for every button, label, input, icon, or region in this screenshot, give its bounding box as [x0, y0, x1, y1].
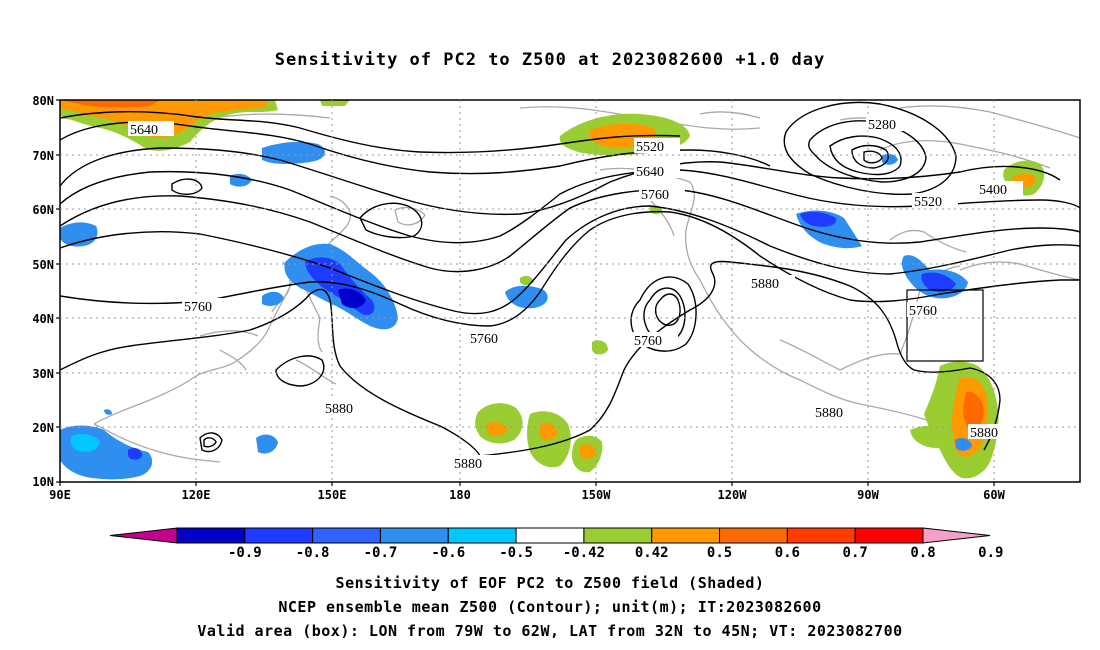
colorbar-low-triangle: [109, 527, 178, 544]
lat-label: 80N: [32, 94, 54, 108]
map-title: Sensitivity of PC2 to Z500 at 2023082600…: [274, 50, 826, 70]
lon-label: 90E: [49, 488, 71, 502]
colorbar-segment: [651, 527, 721, 544]
colorbar-tick-label: 0.42: [635, 545, 669, 561]
colorbar-segment: [786, 527, 856, 544]
z500-contours: [59, 101, 1081, 457]
lat-label: 60N: [32, 203, 54, 217]
colorbar-tick-label: -0.9: [228, 545, 262, 561]
contour-label: 5640: [636, 165, 664, 180]
lat-label: 70N: [32, 149, 54, 163]
contour-label: 5880: [815, 406, 843, 421]
colorbar-high-triangle: [922, 527, 991, 544]
colorbar-tick-label: -0.8: [296, 545, 330, 561]
contour-label: 5640: [130, 123, 158, 138]
contour-label: 5760: [470, 332, 498, 347]
lat-label: 30N: [32, 367, 54, 381]
map-frame: [59, 99, 1081, 483]
lat-label: 50N: [32, 258, 54, 272]
colorbar-segment: [719, 527, 788, 544]
lon-label: 150W: [582, 488, 612, 502]
lon-label: 60W: [983, 488, 1005, 502]
colorbar-tick-label: 0.9: [978, 545, 1003, 561]
lon-label: 120W: [718, 488, 748, 502]
colorbar-tick-label: -0.6: [431, 545, 465, 561]
colorbar-tick-label: -0.7: [364, 545, 398, 561]
colorbar-tick-label: 0.8: [910, 545, 935, 561]
colorbar-segment: [176, 527, 246, 544]
lon-label: 180: [449, 488, 471, 502]
lon-label: 90W: [857, 488, 879, 502]
caption-line-1: Sensitivity of EOF PC2 to Z500 field (Sh…: [335, 574, 765, 592]
caption-line-2: NCEP ensemble mean Z500 (Contour); unit(…: [278, 598, 822, 616]
contour-label: 5400: [979, 183, 1007, 198]
contour-label: 5760: [184, 300, 212, 315]
colorbar-tick-label: 0.7: [843, 545, 868, 561]
contour-labels: 5640 5520 5640 5760 5280 5400 5520 5760 …: [128, 116, 1023, 472]
valid-area-box: [906, 289, 984, 362]
colorbar-segment: [515, 527, 585, 544]
colorbar-segment: [244, 527, 314, 544]
contour-label: 5880: [970, 426, 998, 441]
contour-label: 5880: [454, 457, 482, 472]
contour-label: 5760: [634, 334, 662, 349]
contour-label: 5760: [641, 188, 669, 203]
colorbar-segment: [854, 527, 924, 544]
contour-label: 5760: [909, 304, 937, 319]
colorbar: -0.9 -0.8 -0.7 -0.6 -0.5 -0.42 0.42 0.5 0.6 0.7 0.…: [109, 527, 1003, 561]
lat-label: 20N: [32, 421, 54, 435]
lat-label: 10N: [32, 475, 54, 489]
colorbar-tick-label: -0.42: [563, 545, 605, 561]
colorbar-segment: [312, 527, 381, 544]
contour-label: 5880: [325, 402, 353, 417]
lon-label: 150E: [318, 488, 347, 502]
colorbar-segment: [379, 527, 449, 544]
colorbar-segment: [447, 527, 517, 544]
longitude-labels: 90E 120E 150E 180 150W 120W 90W 60W: [49, 488, 1005, 502]
caption-line-3: Valid area (box): LON from 79W to 62W, L…: [197, 622, 903, 640]
latitude-labels: 80N 70N 60N 50N 40N 30N 20N 10N: [32, 94, 54, 489]
lat-label: 40N: [32, 312, 54, 326]
lon-label: 120E: [182, 488, 211, 502]
contour-label: 5880: [751, 277, 779, 292]
contour-label: 5520: [636, 140, 664, 155]
colorbar-tick-label: -0.5: [499, 545, 533, 561]
sensitivity-shading: [60, 100, 1045, 480]
colorbar-tick-label: 0.5: [707, 545, 732, 561]
contour-label: 5280: [868, 118, 896, 133]
colorbar-segment: [583, 527, 653, 544]
contour-label: 5520: [914, 195, 942, 210]
colorbar-tick-label: 0.6: [775, 545, 800, 561]
